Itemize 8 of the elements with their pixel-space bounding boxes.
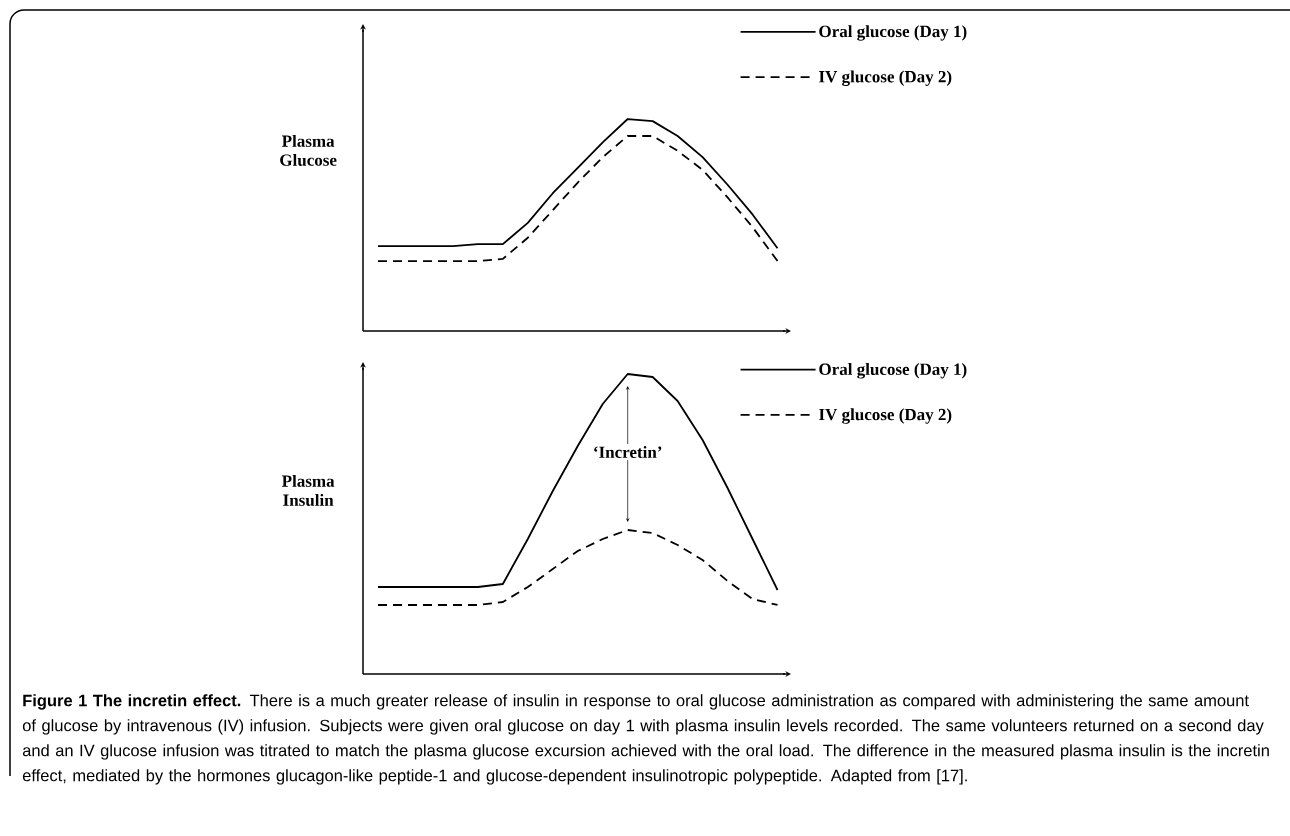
legend-label: IV glucose (Day 2) xyxy=(819,70,952,87)
legend-label: IV glucose (Day 2) xyxy=(819,408,952,424)
legend-label: Oral glucose (Day 1) xyxy=(819,25,967,41)
text: Figure 1 The incretin effect. There is a much greater release of insulin in response to oral glucose administration as compared with administering the same amount of glucose by intravenous (IV) infusion. Subjects were given oral glucose on day 1 with plasma insulin levels recorded. The same volunteers returned on a second day and an IV glucose infusion was titrated to match the plasma glucose excursion achieved with the oral load. The difference in the measured plasma insulin is the incretin effect, mediated by the hormones glucagon-like peptide-1 and glucose-dependent insulinotropic polypeptide. Adapted from [17]. xyxy=(22,694,1269,785)
annotation: ‘Incretin’ xyxy=(594,446,662,458)
y-axis-title: Plasma Glucose xyxy=(280,134,337,166)
legend-label: Oral glucose (Day 1) xyxy=(819,363,967,379)
y-axis-title: Plasma Insulin xyxy=(282,474,335,506)
